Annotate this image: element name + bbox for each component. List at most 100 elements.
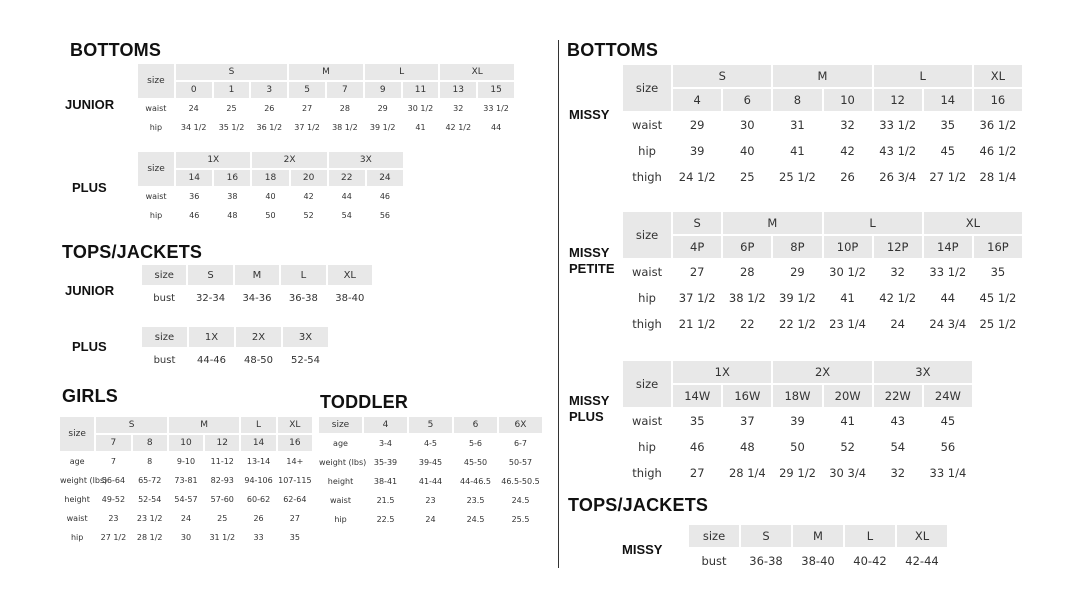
measurement-value: 54-57 [166,489,206,510]
measurement-value: 27 [671,459,724,487]
measurement-label: hip [620,284,674,312]
size-group-cell: M [771,63,874,89]
size-group-cell: M [721,210,824,236]
measurement-row: age 7 8 9-10 11-12 13-14 14+ [57,451,315,472]
size-header-cell: size [620,63,674,113]
missy-plus-label: MISSY PLUS [569,393,610,424]
size-cell: 4 [671,87,724,113]
measurement-value: 36 [174,186,215,207]
measurement-label: weight (lbs) [317,452,366,473]
size-header-cell: size [140,325,189,349]
measurement-label: thigh [620,310,674,338]
size-cell: 3X [281,325,330,349]
numeric-size-row: 0 1 3 5 7 9 11 13 15 [137,80,516,100]
plus-bottoms-label: PLUS [72,180,107,195]
measurement-label: waist [620,407,674,435]
measurement-value: 5-6 [452,433,499,454]
measurement-row: hip 34 1/2 35 1/2 36 1/2 37 1/2 38 1/2 39 1/2 4… [136,117,516,138]
measurement-value: 33 1/2 [476,98,516,119]
measurement-value: 38-41 [362,471,409,492]
size-group-cell: 3X [871,359,975,385]
measurement-value: 46 [671,433,724,461]
measurement-value: 23 1/4 [821,310,874,338]
measurement-row: weight (lbs) 56-64 65-72 73-81 82-93 94-106 10… [57,470,315,491]
measurement-value: 32-34 [186,285,235,311]
measurement-value: 35-39 [362,452,409,473]
measurement-row: thigh 24 1/2 25 25 1/2 26 26 3/4 27 1/2 28 1/4 [620,163,1025,191]
size-cell: 12P [871,234,924,260]
measurement-value: 38 1/2 [324,117,365,138]
girls-heading: GIRLS [62,386,119,406]
measurement-value: 32 [438,98,479,119]
measurement-value: 21.5 [362,490,409,511]
measurement-value: 44 [476,117,516,138]
measurement-label: age [317,433,364,454]
size-header-cell: size [135,150,177,188]
measurement-value: 30 1/2 [821,258,874,286]
measurement-value: 31 1/2 [203,527,242,548]
measurement-value: 8 [130,451,169,472]
measurement-row: waist 24 25 26 27 28 29 30 1/2 32 33 1/2 [136,98,516,119]
measurement-value: 45 1/2 [971,284,1025,312]
size-header-cell: size [57,415,97,453]
size-cell: 9 [362,80,403,100]
measurement-value: 13-14 [239,451,278,472]
measurement-value: 36-38 [279,285,328,311]
measurement-row: hip 22.5 24 24.5 25.5 [317,509,544,530]
measurement-value: 39 [671,137,724,165]
measurement-label: weight (lbs) [57,470,107,491]
size-group-cell: 1X [671,359,774,385]
size-cell: S [739,523,793,549]
size-cell: 18 [250,168,291,188]
size-group-cell: XL [438,62,516,82]
measurement-value: 41-44 [407,471,454,492]
size-cell: 7 [94,433,133,453]
measurement-row: bust 44-46 48-50 52-54 [140,347,330,373]
size-group-cell: 3X [326,150,406,170]
header-row: size 4 5 6 6X [317,415,544,435]
size-cell: L [279,263,328,287]
measurement-value: 42-44 [895,547,949,575]
measurement-value: 36-38 [739,547,793,575]
measurement-value: 56 [921,433,975,461]
measurement-value: 52-54 [281,347,330,373]
measurement-value: 31 [771,111,824,139]
size-cell: S [186,263,235,287]
size-group-cell: 2X [250,150,329,170]
measurement-label: hip [620,433,674,461]
measurement-value: 35 1/2 [211,117,252,138]
missy-petite-table: size S M L XL 4P 6P 8P 10P 12P 14P 16P waist 27 28 29 30… [620,210,1025,338]
junior-bottoms-table: size S M L XL 0 1 3 5 7 9 11 13 15 waist 24 25 26 27 28 29 30… [136,62,516,138]
missy-plus-table: size 1X 2X 3X 14W 16W 18W 20W 22W 24W waist 35 37 39 4… [620,359,975,487]
measurement-label: waist [136,98,176,119]
measurement-value: 24 3/4 [921,310,974,338]
measurement-value: 37 1/2 [287,117,327,138]
measurement-value: 60-62 [239,489,278,510]
measurement-value: 52 [821,433,874,461]
measurement-value: 29 [671,111,724,139]
measurement-value: 25 [721,163,774,191]
measurement-value: 65-72 [130,470,169,491]
measurement-value: 14+ [275,451,315,472]
measurement-value: 30 [721,111,774,139]
measurement-row: height 49-52 52-54 54-57 57-60 60-62 62-64 [57,489,315,510]
measurement-value: 42 1/2 [438,117,479,138]
measurement-value: 33 [239,527,278,548]
measurement-label: bust [687,547,741,575]
size-cell: 6 [452,415,499,435]
measurement-value: 38 1/2 [721,284,774,312]
size-cell: 22 [326,168,367,188]
measurement-value: 27 1/2 [921,163,974,191]
measurement-value: 44-46 [187,347,236,373]
measurement-value: 25.5 [497,509,544,530]
measurement-value: 44-46.5 [452,471,499,492]
size-cell: 13 [438,80,479,100]
missy-tops-label: MISSY [622,542,663,557]
missy-petite-label: MISSY PETITE [569,245,615,276]
measurement-value: 4-5 [407,433,454,454]
measurement-value: 50-57 [497,452,544,473]
size-cell: 16 [971,87,1025,113]
size-cell: M [791,523,845,549]
measurement-value: 27 [287,98,327,119]
header-row: size 1X 2X 3X [620,359,975,409]
